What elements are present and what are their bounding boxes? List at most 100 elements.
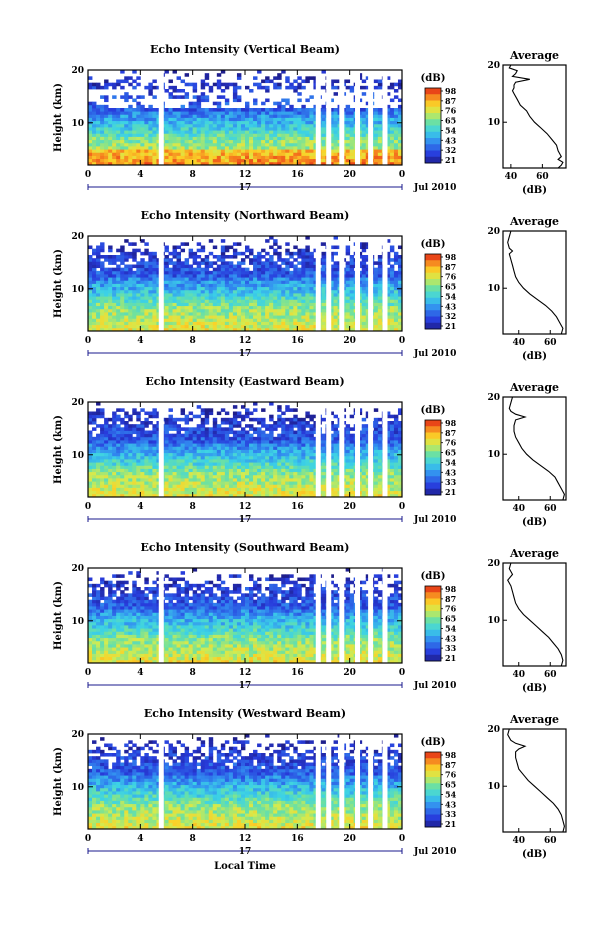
heatmap-cell [120, 123, 125, 128]
heatmap-cell [152, 277, 157, 281]
heatmap-cell [269, 277, 274, 281]
heatmap-cell [120, 433, 125, 438]
heatmap-cell [204, 95, 210, 99]
heatmap-cell [124, 280, 129, 284]
heatmap-cell [249, 155, 254, 160]
heatmap-cell [144, 161, 149, 166]
heatmap-cell [184, 274, 190, 278]
heatmap-cell [269, 493, 274, 498]
heatmap-cell [329, 318, 334, 322]
profile-title: Average [509, 49, 559, 62]
heatmap-cell [116, 267, 121, 272]
heatmap-cell [172, 452, 177, 457]
heatmap-cell [212, 321, 218, 326]
heatmap-cell [305, 280, 310, 284]
heatmap-cell [289, 111, 294, 115]
heatmap-cell [228, 255, 234, 259]
heatmap-cell [329, 324, 334, 329]
heatmap-cell [281, 293, 286, 297]
heatmap-cell [377, 289, 383, 294]
heatmap-cell [148, 318, 153, 322]
heatmap-cell [216, 117, 222, 122]
heatmap-cell [92, 286, 97, 291]
heatmap-cell [120, 293, 125, 297]
heatmap-cell [140, 155, 145, 160]
heatmap-cell [333, 302, 338, 307]
heatmap-cell [176, 95, 181, 99]
heatmap-cell [148, 280, 153, 284]
heatmap-cell [196, 289, 202, 294]
heatmap-cell [120, 455, 125, 460]
heatmap-cell [228, 299, 234, 303]
heatmap-cell [285, 468, 290, 473]
heatmap-cell [277, 417, 282, 422]
heatmap-cell [281, 493, 286, 498]
heatmap-cell [273, 111, 278, 115]
heatmap-cell [180, 155, 186, 160]
heatmap-cell [108, 139, 113, 144]
heatmap-cell [333, 251, 338, 256]
heatmap-cell [285, 142, 290, 147]
heatmap-cell [329, 127, 334, 131]
heatmap-cell [289, 261, 294, 265]
heatmap-cell [265, 239, 270, 243]
heatmap-cell [232, 478, 238, 482]
heatmap-cell [156, 139, 161, 144]
heatmap-cell [373, 270, 379, 275]
heatmap-cell [88, 417, 93, 422]
heatmap-cell [204, 255, 210, 259]
heatmap-cell [257, 283, 262, 288]
heatmap-cell [245, 130, 250, 134]
heatmap-cell [232, 440, 238, 444]
heatmap-cell [253, 474, 258, 479]
heatmap-cell [96, 436, 101, 441]
heatmap-cell [112, 299, 117, 303]
heatmap-cell [232, 255, 238, 259]
heatmap-cell [172, 70, 177, 74]
heatmap-cell [128, 76, 133, 80]
heatmap-cell [212, 267, 218, 272]
heatmap-cell [297, 139, 302, 144]
heatmap-cell [172, 484, 177, 488]
heatmap-cell [88, 436, 93, 441]
heatmap-cell [245, 267, 250, 272]
heatmap-cell [172, 127, 177, 131]
heatmap-cell [289, 274, 294, 278]
heatmap-cell [144, 459, 149, 463]
heatmap-cell [281, 411, 286, 416]
heatmap-cell [265, 267, 270, 272]
heatmap-cell [112, 274, 117, 278]
heatmap-cell [349, 258, 355, 262]
heatmap-cell [297, 92, 302, 96]
heatmap-cell [172, 108, 177, 112]
heatmap-cell [156, 123, 161, 128]
heatmap-cell [140, 490, 145, 495]
heatmap-cell [192, 436, 198, 441]
heatmap-cell [172, 114, 177, 118]
heatmap-cell [389, 136, 395, 141]
heatmap-cell [164, 89, 169, 93]
heatmap-cell [228, 436, 234, 441]
heatmap-cell [236, 130, 242, 134]
heatmap-cell [92, 258, 97, 262]
heatmap-cell [281, 277, 286, 281]
heatmap-cell [385, 142, 391, 147]
heatmap-cell [261, 305, 266, 310]
heatmap-cell [172, 455, 177, 460]
heatmap-cell [128, 299, 133, 303]
heatmap-cell [245, 111, 250, 115]
heatmap-cell [148, 267, 153, 272]
heatmap-cell [301, 139, 306, 144]
heatmap-cell [365, 242, 371, 246]
heatmap-cell [349, 139, 355, 144]
heatmap-cell [208, 264, 214, 269]
heatmap-cell [92, 308, 97, 313]
heatmap-cell [277, 446, 282, 450]
heatmap-cell [220, 452, 226, 457]
heatmap-cell [148, 146, 153, 150]
heatmap-cell [232, 487, 238, 492]
heatmap-cell [100, 130, 105, 134]
heatmap-cell [253, 417, 258, 422]
heatmap-cell [168, 123, 173, 128]
heatmap-cell [100, 136, 105, 141]
